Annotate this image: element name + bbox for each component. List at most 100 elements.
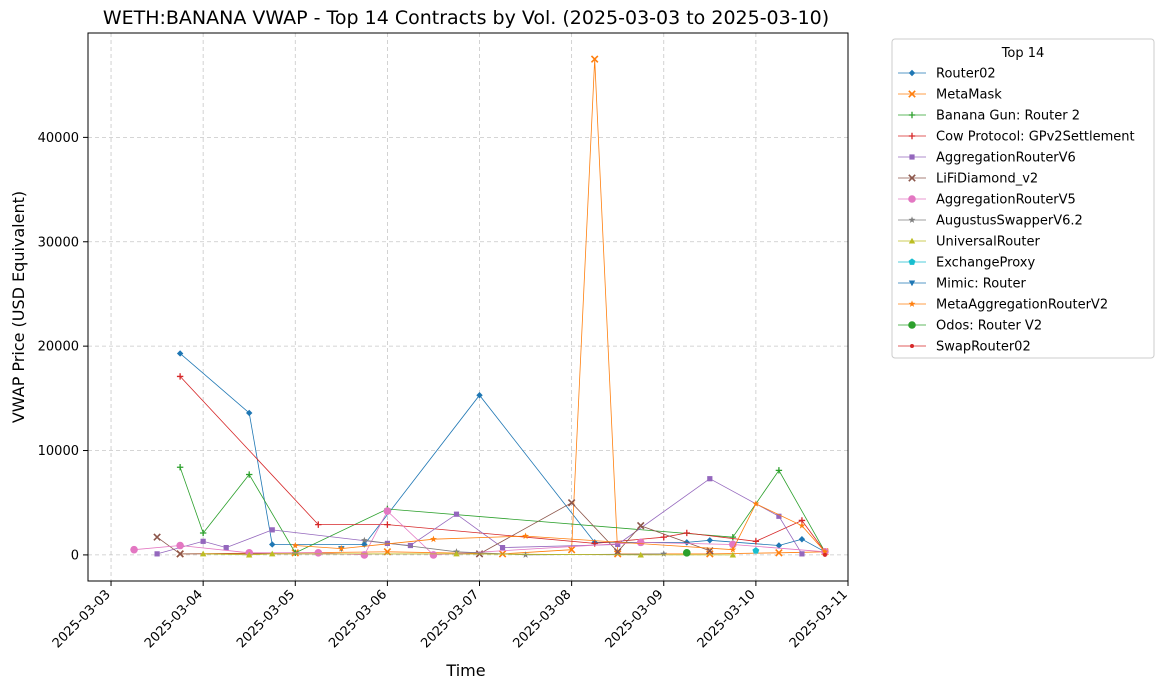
x-tick-label: 2025-03-08 (510, 587, 574, 651)
series-line (179, 376, 826, 553)
legend-label: LiFiDiamond_v2 (936, 172, 1038, 187)
data-point (729, 546, 737, 553)
data-point (153, 533, 161, 541)
legend-item-mimic-router: Mimic: Router (898, 277, 1027, 292)
data-point (291, 541, 299, 549)
legend-marker (909, 154, 915, 160)
data-point (567, 498, 576, 507)
legend-label: MetaAggregationRouterV2 (936, 298, 1108, 313)
data-point (384, 521, 391, 528)
legend-marker (908, 280, 916, 287)
legend-item-universalrouter: UniversalRouter (898, 235, 1040, 250)
series-layer (130, 55, 829, 559)
series-exchangeproxy (752, 547, 760, 554)
y-tick-label: 30000 (38, 235, 79, 250)
data-point (176, 373, 184, 380)
x-tick-label: 2025-03-06 (326, 587, 390, 651)
legend-label: SwapRouter02 (936, 340, 1031, 355)
data-point (590, 55, 599, 63)
x-axis-label: Time (445, 661, 485, 680)
data-point (130, 545, 138, 554)
data-point (176, 550, 184, 558)
data-point (314, 549, 323, 557)
legend-marker (908, 132, 916, 140)
series-lifidiamond-v2 (153, 498, 714, 558)
data-point (383, 507, 392, 515)
data-point (176, 541, 184, 550)
legend-marker (908, 216, 916, 223)
data-point (269, 541, 276, 548)
legend-label: ExchangeProxy (936, 256, 1035, 271)
data-point (775, 467, 783, 474)
legend-label: Banana Gun: Router 2 (936, 109, 1080, 124)
y-axis-label: VWAP Price (USD Equivalent) (9, 191, 28, 423)
legend-marker (908, 195, 916, 203)
chart-title: WETH:BANANA VWAP - Top 14 Contracts by V… (103, 7, 829, 29)
data-point (752, 500, 760, 507)
legend-item-router02: Router02 (898, 67, 996, 82)
data-point (522, 532, 529, 540)
data-point (200, 538, 206, 544)
data-point (246, 551, 253, 558)
data-point (429, 551, 438, 559)
data-point (269, 527, 275, 533)
data-point (822, 552, 827, 557)
data-point (615, 541, 621, 548)
data-point (567, 545, 576, 554)
data-point (199, 550, 207, 557)
data-point (360, 536, 368, 544)
data-point (799, 551, 805, 557)
series-router02 (176, 350, 829, 555)
y-tick-label: 10000 (38, 444, 79, 459)
legend-item-banana-gun-router-2: Banana Gun: Router 2 (898, 109, 1080, 124)
data-point (637, 551, 644, 558)
legend-item-augustusswapperv6-2: AugustusSwapperV6.2 (898, 214, 1083, 229)
ticks-layer: 2025-03-03 2025-03-04 2025-03-05 2025-03-06… (38, 131, 851, 651)
data-point (476, 392, 483, 399)
series-swaprouter02 (822, 552, 827, 557)
legend-item-exchangeproxy: ExchangeProxy (898, 256, 1035, 271)
data-point (199, 529, 207, 537)
data-point (660, 550, 668, 557)
legend-marker (908, 237, 916, 244)
data-point (706, 537, 714, 544)
x-tick-label: 2025-03-10 (695, 587, 759, 651)
data-point (223, 544, 229, 551)
data-point (246, 409, 253, 417)
data-point (636, 538, 645, 547)
series-cow-protocol-gpv2settlement (176, 373, 829, 555)
data-point (707, 476, 713, 482)
data-point (706, 550, 714, 558)
legend-frame (891, 38, 1155, 359)
series-line (203, 553, 733, 556)
legend: Top 14 Router02 MetaMask Banana Gun: Route… (891, 38, 1155, 359)
legend-item-aggregationrouterv5: AggregationRouterV5 (898, 193, 1076, 208)
series-line (179, 467, 826, 554)
legend-label: AggregationRouterV5 (936, 193, 1076, 208)
series-line (134, 510, 826, 556)
data-point (729, 551, 737, 558)
data-point (752, 538, 760, 545)
legend-item-aggregationrouterv6: AggregationRouterV6 (898, 151, 1076, 166)
data-point (776, 513, 782, 519)
legend-label: Odos: Router V2 (936, 319, 1042, 334)
data-point (246, 471, 253, 478)
legend-label: AugustusSwapperV6.2 (936, 214, 1083, 229)
data-point (729, 533, 737, 541)
series-line (180, 59, 826, 555)
data-point (269, 550, 276, 557)
legend-label: UniversalRouter (936, 235, 1040, 250)
legend-label: Mimic: Router (936, 277, 1027, 292)
series-line (156, 478, 803, 555)
data-point (821, 548, 829, 555)
legend-label: Cow Protocol: GPv2Settlement (936, 130, 1135, 145)
series-universalrouter (199, 550, 737, 558)
data-point (176, 464, 184, 471)
x-tick-label: 2025-03-05 (234, 587, 298, 651)
data-point (775, 542, 783, 549)
y-tick-label: 0 (71, 548, 79, 563)
legend-marker (908, 174, 916, 182)
legend-items: Router02 MetaMask Banana Gun: Router 2 Cow … (898, 67, 1135, 355)
legend-label: Router02 (936, 67, 996, 82)
